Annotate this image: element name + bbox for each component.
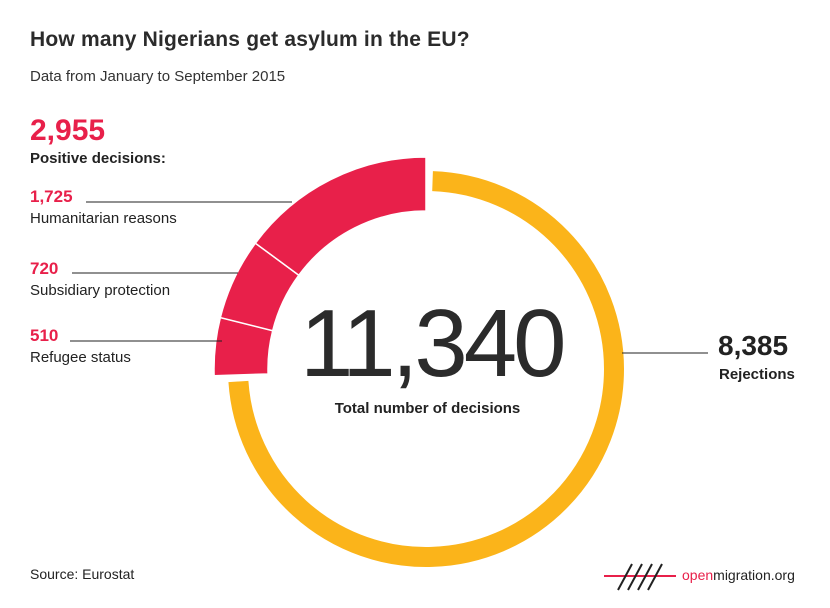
humanitarian-value: 1,725 [30,187,73,206]
brand-rest: migration.org [713,567,795,583]
slice-rejections [228,171,624,567]
rejections-label: Rejections [719,366,795,383]
refugee-value: 510 [30,326,59,345]
openmigration-logo-icon [604,563,676,591]
chart-subtitle: Data from January to September 2015 [30,68,286,85]
brand-open: open [682,567,714,583]
humanitarian-label: Humanitarian reasons [30,210,177,227]
subsidiary-value: 720 [30,259,59,278]
refugee-label: Refugee status [30,349,131,366]
chart-title: How many Nigerians get asylum in the EU? [30,28,470,51]
positive-total-value: 2,955 [30,114,106,147]
slice-humanitarian-reasons [254,156,427,277]
source-note: Source: Eurostat [30,566,135,582]
subsidiary-label: Subsidiary protection [30,282,171,299]
positive-total-label: Positive decisions: [30,150,166,167]
rejections-value: 8,385 [718,330,789,361]
total-decisions-label: Total number of decisions [334,400,521,417]
total-decisions-value: 11,340 [300,290,567,397]
brand-name: openmigration.org [682,567,795,583]
